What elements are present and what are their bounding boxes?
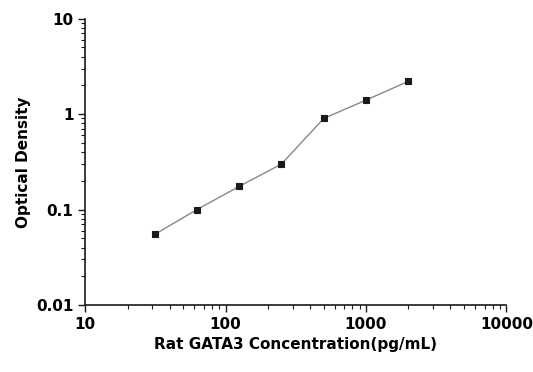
Y-axis label: Optical Density: Optical Density <box>15 96 30 228</box>
X-axis label: Rat GATA3 Concentration(pg/mL): Rat GATA3 Concentration(pg/mL) <box>155 337 437 352</box>
